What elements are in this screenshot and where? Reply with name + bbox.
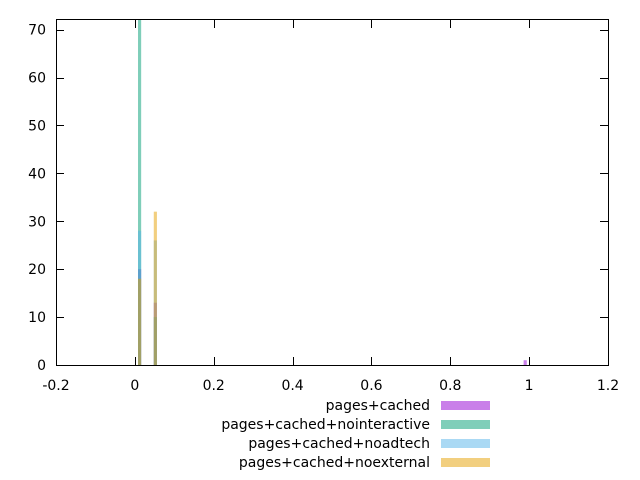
plot-frame [56, 19, 609, 366]
y-tick-label: 60 [28, 71, 46, 87]
x-tick-label: 1.2 [597, 378, 619, 394]
y-axis: 0 10 20 30 40 50 60 70 [28, 23, 608, 374]
legend-swatch [441, 420, 490, 429]
bar-2-1 [138, 20, 142, 365]
x-tick-label: 0 [130, 378, 139, 394]
x-tick-label: 0.8 [439, 378, 461, 394]
x-tick-label: 0.4 [281, 378, 303, 394]
x-tick-label: 1 [525, 378, 534, 394]
x-tick-label: 0.6 [360, 378, 382, 394]
y-tick-label: 20 [28, 262, 46, 278]
x-axis: -0.2 0 0.2 0.4 0.6 0.8 1 1.2 [42, 20, 619, 394]
bar-4-2 [153, 211, 157, 365]
x-tick-label: -0.2 [42, 378, 69, 394]
y-tick-label: 50 [28, 118, 46, 134]
legend-label: pages+cached+noadtech [248, 436, 430, 452]
y-tick-label: 30 [28, 214, 46, 230]
bar-1-3 [523, 360, 527, 365]
legend-swatch [441, 458, 490, 467]
y-tick-label: 40 [28, 166, 46, 182]
bars-layer [138, 20, 527, 365]
y-tick-label: 10 [28, 310, 46, 326]
legend-label: pages+cached+nointeractive [221, 417, 430, 433]
y-tick-label: 70 [28, 23, 46, 39]
legend-swatch [441, 401, 490, 410]
y-tick-label: 0 [37, 358, 46, 374]
legend-label: pages+cached+noexternal [239, 455, 430, 471]
legend-swatch [441, 439, 490, 448]
legend: pages+cached pages+cached+nointeractive pa… [221, 398, 490, 471]
legend-label: pages+cached [326, 398, 430, 414]
x-tick-label: 0.2 [203, 378, 225, 394]
bar-4-1 [138, 278, 142, 365]
